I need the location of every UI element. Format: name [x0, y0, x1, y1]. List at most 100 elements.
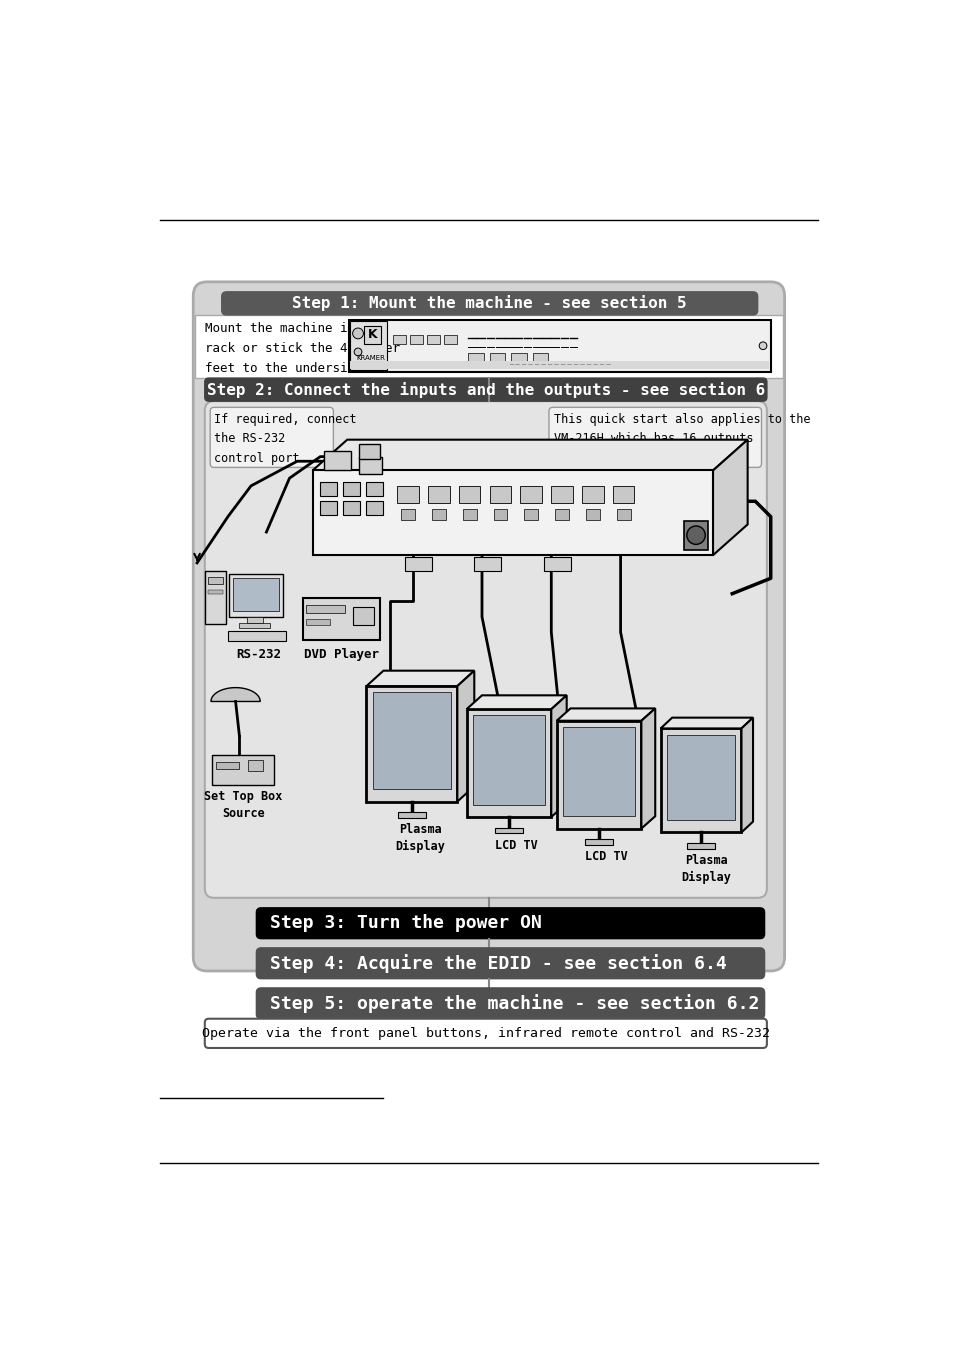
- Text: DVD Player: DVD Player: [303, 647, 378, 661]
- Polygon shape: [557, 708, 655, 720]
- Polygon shape: [466, 709, 551, 816]
- Polygon shape: [473, 715, 544, 804]
- Bar: [247, 617, 262, 623]
- Bar: [410, 334, 422, 344]
- Bar: [520, 486, 541, 502]
- Bar: [468, 353, 483, 366]
- FancyBboxPatch shape: [210, 408, 333, 467]
- Text: If required, connect
the RS-232
control port: If required, connect the RS-232 control …: [213, 413, 356, 464]
- Bar: [343, 501, 360, 515]
- Polygon shape: [640, 708, 655, 829]
- Text: Mount the machine in a
rack or stick the 4 rubber
feet to the underside: Mount the machine in a rack or stick the…: [205, 322, 399, 375]
- FancyBboxPatch shape: [205, 378, 766, 401]
- Bar: [358, 444, 380, 459]
- Bar: [444, 334, 456, 344]
- FancyBboxPatch shape: [205, 1018, 766, 1048]
- Bar: [555, 509, 568, 520]
- Polygon shape: [366, 670, 474, 686]
- Bar: [349, 320, 770, 372]
- Bar: [458, 486, 480, 502]
- Bar: [489, 353, 504, 366]
- Bar: [208, 577, 223, 585]
- Bar: [427, 334, 439, 344]
- Text: K: K: [368, 329, 377, 341]
- Bar: [306, 605, 345, 613]
- Bar: [495, 827, 522, 833]
- Text: Step 2: Connect the inputs and the outputs - see section 6: Step 2: Connect the inputs and the outpu…: [207, 382, 764, 398]
- Circle shape: [686, 525, 704, 544]
- Text: Plasma
Display: Plasma Display: [680, 854, 730, 884]
- Polygon shape: [373, 692, 451, 789]
- Bar: [405, 556, 432, 570]
- Bar: [551, 486, 572, 502]
- Text: RS-232: RS-232: [236, 647, 281, 661]
- Bar: [229, 574, 283, 617]
- Bar: [324, 451, 351, 470]
- Bar: [585, 509, 599, 520]
- Bar: [343, 482, 360, 496]
- Bar: [208, 590, 223, 594]
- Bar: [350, 362, 768, 368]
- Bar: [683, 520, 708, 550]
- Bar: [524, 509, 537, 520]
- Text: This quick start also applies to the
VM-216H which has 16 outputs
Instead of eig: This quick start also applies to the VM-…: [554, 413, 810, 464]
- FancyBboxPatch shape: [256, 907, 763, 938]
- Bar: [543, 556, 570, 570]
- FancyBboxPatch shape: [221, 292, 757, 315]
- Bar: [364, 326, 381, 344]
- Bar: [205, 570, 226, 624]
- Polygon shape: [313, 440, 747, 470]
- FancyBboxPatch shape: [205, 401, 766, 898]
- Polygon shape: [366, 686, 456, 802]
- Text: Step 3: Turn the power ON: Step 3: Turn the power ON: [270, 914, 541, 933]
- Polygon shape: [456, 670, 474, 802]
- Text: Set Top Box
Source: Set Top Box Source: [204, 789, 282, 821]
- Bar: [366, 482, 383, 496]
- Bar: [474, 556, 500, 570]
- Bar: [616, 509, 630, 520]
- Polygon shape: [557, 720, 640, 829]
- Text: Operate via the front panel buttons, infrared remote control and RS-232: Operate via the front panel buttons, inf…: [202, 1026, 769, 1040]
- Bar: [686, 844, 714, 849]
- Bar: [462, 509, 476, 520]
- Bar: [248, 760, 263, 770]
- Text: Step 4: Acquire the EDID - see section 6.4: Step 4: Acquire the EDID - see section 6…: [270, 953, 726, 972]
- Bar: [366, 501, 383, 515]
- Polygon shape: [712, 440, 747, 555]
- Bar: [489, 486, 511, 502]
- Bar: [584, 839, 612, 845]
- Bar: [306, 619, 329, 626]
- Text: Step 5: operate the machine - see section 6.2: Step 5: operate the machine - see sectio…: [270, 994, 759, 1013]
- Bar: [533, 353, 548, 366]
- Text: LCD TV: LCD TV: [584, 850, 627, 862]
- Bar: [302, 597, 379, 640]
- Bar: [428, 486, 449, 502]
- Text: Plasma
Display: Plasma Display: [395, 823, 445, 853]
- Bar: [393, 334, 405, 344]
- Circle shape: [759, 343, 766, 349]
- FancyBboxPatch shape: [256, 948, 763, 979]
- Polygon shape: [211, 688, 260, 701]
- Bar: [216, 761, 239, 769]
- Bar: [581, 486, 603, 502]
- FancyBboxPatch shape: [193, 282, 783, 971]
- Polygon shape: [466, 696, 566, 709]
- Text: LCD TV: LCD TV: [495, 838, 537, 852]
- Bar: [320, 501, 336, 515]
- Bar: [233, 578, 279, 611]
- Bar: [353, 607, 374, 626]
- Bar: [396, 486, 418, 502]
- Text: KRAMER: KRAMER: [355, 355, 384, 362]
- Polygon shape: [551, 696, 566, 816]
- Bar: [511, 353, 526, 366]
- Bar: [239, 623, 270, 627]
- Polygon shape: [740, 718, 752, 833]
- Bar: [350, 321, 387, 371]
- Bar: [228, 631, 285, 642]
- FancyBboxPatch shape: [256, 988, 763, 1018]
- Bar: [320, 482, 336, 496]
- Circle shape: [354, 348, 361, 356]
- Bar: [612, 486, 634, 502]
- Text: ─ ─ ─ ─ ─ ─ ─ ─ ─ ─ ─ ─ ─ ─ ─ ─: ─ ─ ─ ─ ─ ─ ─ ─ ─ ─ ─ ─ ─ ─ ─ ─: [508, 362, 610, 368]
- Bar: [213, 756, 274, 784]
